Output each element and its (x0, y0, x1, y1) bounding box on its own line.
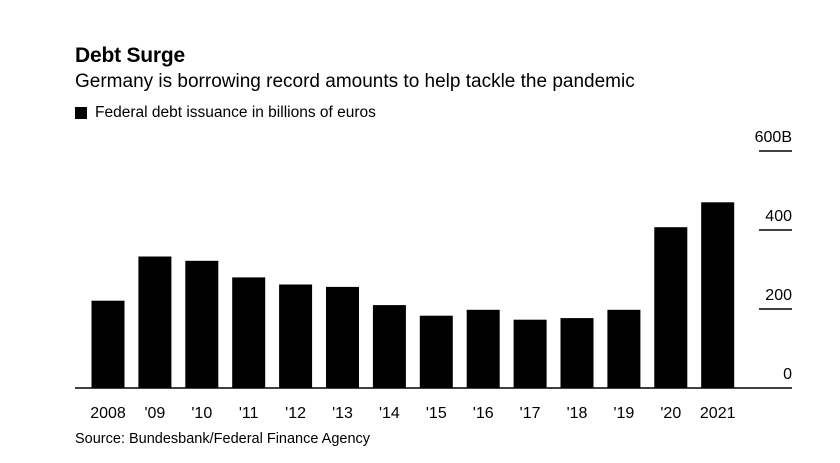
x-tick-label: '11 (239, 405, 259, 422)
x-tick-label: '12 (285, 405, 306, 422)
x-tick-label: '17 (520, 405, 541, 422)
legend-label: Federal debt issuance in billions of eur… (95, 104, 376, 121)
x-tick-label: '16 (473, 405, 494, 422)
bar-9 (513, 319, 547, 388)
bar-5 (326, 286, 359, 388)
y-tick-label: 400 (765, 208, 792, 225)
x-tick-label: '13 (332, 405, 353, 422)
legend-swatch (75, 107, 87, 119)
bar-3 (232, 277, 266, 388)
bar-10 (560, 318, 594, 388)
bar-2 (185, 260, 219, 388)
bar-6 (372, 305, 406, 388)
x-tick-label: '20 (660, 405, 681, 422)
bar-8 (466, 309, 500, 388)
x-tick-label: '14 (379, 405, 400, 422)
chart-legend: Federal debt issuance in billions of eur… (75, 104, 376, 122)
bar-13 (701, 202, 735, 388)
x-tick-label: 2008 (90, 405, 126, 422)
x-tick-label: 2021 (700, 405, 736, 422)
x-tick-label: '19 (613, 405, 634, 422)
bar-11 (607, 309, 641, 388)
chart-title: Debt Surge (75, 44, 186, 67)
y-axis-ticks (759, 150, 792, 310)
x-tick-label: '15 (426, 405, 447, 422)
y-tick-label: 0 (783, 366, 792, 383)
x-tick-label: '18 (567, 405, 588, 422)
bars (91, 202, 735, 388)
chart-source: Source: Bundesbank/Federal Finance Agenc… (75, 431, 371, 447)
y-tick-label: 200 (765, 287, 792, 304)
chart-subtitle: Germany is borrowing record amounts to h… (75, 71, 635, 92)
x-tick-label: '10 (191, 405, 212, 422)
x-axis-labels: 2008 '09 '10 '11 '12 '13 '14 '15 '16 '17 '18 '19 '20… (90, 405, 735, 422)
bar-4 (279, 284, 313, 388)
y-tick-label: 600B (755, 129, 792, 146)
bar-1 (138, 256, 172, 388)
x-tick-label: '09 (144, 405, 165, 422)
y-axis-labels: 0 200 400 600B (755, 129, 792, 383)
bar-7 (419, 315, 453, 388)
bar-0 (91, 300, 125, 388)
bar-12 (654, 227, 688, 388)
